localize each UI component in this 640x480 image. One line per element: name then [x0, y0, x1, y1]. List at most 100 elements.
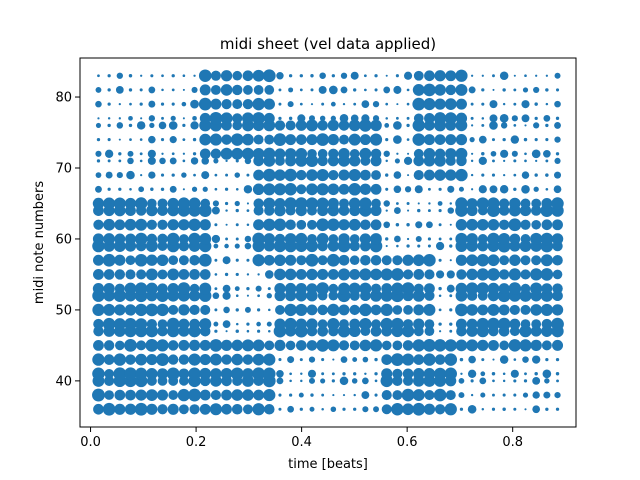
scatter-point — [458, 186, 464, 192]
scatter-point — [492, 159, 495, 163]
scatter-point — [349, 234, 360, 244]
scatter-point — [407, 209, 410, 212]
scatter-point — [406, 237, 410, 241]
scatter-point — [95, 86, 102, 93]
scatter-point — [351, 378, 358, 384]
scatter-point — [385, 237, 389, 241]
scatter-point — [230, 367, 244, 381]
scatter-point — [135, 197, 148, 210]
scatter-point — [156, 303, 169, 317]
scatter-point — [243, 404, 253, 415]
scatter-point — [359, 317, 372, 331]
scatter-point — [415, 235, 422, 242]
scatter-point — [199, 148, 211, 160]
scatter-point — [541, 283, 553, 295]
scatter-point — [467, 404, 477, 414]
scatter-point — [135, 218, 148, 231]
scatter-point — [285, 340, 296, 351]
scatter-point — [235, 223, 239, 227]
scatter-point — [224, 187, 229, 191]
scatter-point — [498, 304, 510, 316]
scatter-point — [427, 209, 431, 213]
scatter-point — [232, 99, 243, 110]
scatter-point — [327, 339, 340, 352]
axes-frame — [79, 57, 577, 428]
scatter-point — [321, 393, 325, 397]
scatter-point — [339, 134, 350, 145]
scatter-point — [438, 322, 442, 326]
scatter-point — [513, 74, 516, 77]
scatter-point — [246, 258, 250, 262]
scatter-point — [125, 233, 136, 245]
scatter-point — [543, 114, 551, 122]
scatter-point — [541, 197, 553, 209]
scatter-point — [444, 353, 458, 366]
scatter-point — [235, 272, 239, 277]
scatter-point — [199, 219, 211, 231]
scatter-point — [534, 102, 538, 106]
scatter-point — [222, 256, 231, 265]
scatter-point — [107, 102, 111, 106]
scatter-point — [182, 152, 186, 155]
scatter-point — [244, 235, 252, 243]
scatter-point — [246, 173, 250, 177]
scatter-point — [213, 321, 219, 327]
scatter-point — [139, 102, 143, 106]
scatter-point — [189, 404, 200, 415]
scatter-point — [392, 340, 403, 351]
scatter-point — [331, 74, 335, 78]
scatter-point — [157, 269, 168, 280]
scatter-point — [299, 358, 303, 362]
scatter-point — [220, 147, 233, 160]
scatter-point — [359, 197, 372, 210]
scatter-point — [449, 223, 452, 226]
scatter-point — [449, 308, 453, 312]
scatter-point — [511, 115, 518, 122]
scatter-point — [455, 339, 468, 352]
scatter-point — [278, 393, 282, 397]
scatter-point — [257, 273, 260, 276]
scatter-point — [534, 372, 538, 376]
scatter-point — [554, 391, 561, 399]
scatter-point — [434, 169, 446, 181]
scatter-point — [244, 242, 252, 250]
scatter-point — [287, 356, 295, 364]
scatter-point — [513, 379, 517, 383]
scatter-point — [349, 148, 360, 159]
scatter-point — [406, 223, 410, 227]
scatter-point — [445, 148, 457, 160]
scatter-point — [140, 173, 143, 177]
scatter-point — [342, 102, 346, 106]
scatter-point — [383, 200, 390, 207]
scatter-point — [487, 268, 500, 281]
scatter-point — [305, 240, 319, 253]
scatter-point — [103, 303, 116, 316]
scatter-point — [307, 233, 317, 244]
scatter-point — [423, 353, 436, 366]
scatter-point — [381, 390, 392, 401]
scatter-point — [202, 186, 208, 192]
scatter-point — [470, 393, 474, 397]
scatter-point — [350, 114, 359, 123]
scatter-point — [412, 402, 426, 416]
scatter-point — [447, 185, 455, 193]
scatter-point — [135, 389, 147, 401]
scatter-point — [125, 354, 136, 365]
x-tick-label: 0.0 — [80, 435, 101, 450]
scatter-point — [359, 282, 372, 295]
scatter-point — [146, 254, 158, 266]
scatter-point — [170, 115, 176, 121]
scatter-point — [476, 268, 489, 281]
scatter-point — [438, 237, 442, 241]
scatter-point — [350, 71, 359, 80]
scatter-point — [157, 325, 168, 337]
scatter-point — [210, 148, 222, 160]
scatter-point — [124, 403, 137, 415]
x-tick-label: 0.2 — [186, 435, 207, 450]
scatter-point — [235, 258, 239, 262]
scatter-point — [487, 232, 500, 246]
scatter-point — [476, 317, 489, 331]
scatter-point — [118, 103, 121, 106]
scatter-point — [298, 392, 304, 398]
scatter-point — [262, 69, 276, 83]
